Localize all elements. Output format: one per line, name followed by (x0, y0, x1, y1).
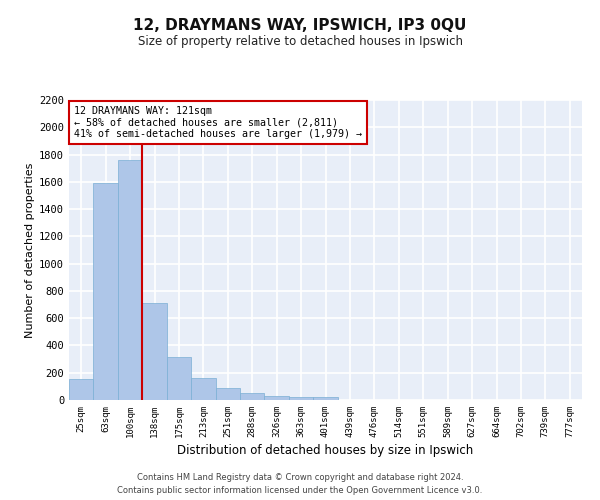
Bar (94, 183, 118, 400)
Text: 12, DRAYMANS WAY, IPSWICH, IP3 0QU: 12, DRAYMANS WAY, IPSWICH, IP3 0QU (133, 18, 467, 32)
X-axis label: Distribution of detached houses by size in Ipswich: Distribution of detached houses by size … (178, 444, 473, 457)
Text: Size of property relative to detached houses in Ipswich: Size of property relative to detached ho… (137, 35, 463, 48)
Bar (142, 303, 167, 400)
Bar (191, 378, 215, 400)
Bar (215, 388, 240, 400)
Bar (265, 396, 289, 400)
Bar (69, 379, 94, 400)
Bar (118, 160, 142, 400)
Bar (313, 398, 338, 400)
Bar (167, 357, 191, 400)
Bar (240, 392, 265, 400)
Y-axis label: Number of detached properties: Number of detached properties (25, 162, 35, 338)
Text: Contains HM Land Registry data © Crown copyright and database right 2024.
Contai: Contains HM Land Registry data © Crown c… (118, 474, 482, 495)
Bar (289, 396, 313, 400)
Text: 12 DRAYMANS WAY: 121sqm
← 58% of detached houses are smaller (2,811)
41% of semi: 12 DRAYMANS WAY: 121sqm ← 58% of detache… (74, 106, 362, 139)
